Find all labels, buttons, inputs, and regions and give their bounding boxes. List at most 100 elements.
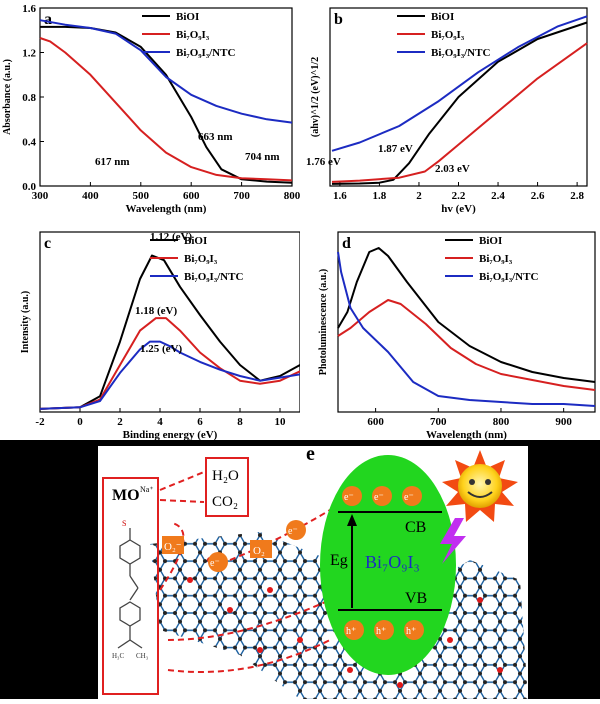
series-line-2: [331, 42, 588, 183]
cb-label: CB: [405, 519, 426, 536]
legend-entry: Bi₇O₉I₃/NTC: [184, 271, 243, 283]
x-tick-label: 800: [284, 190, 300, 202]
mo-structure: [117, 528, 143, 649]
x-tick-label: 2.2: [452, 190, 466, 202]
x-axis-label: Wavelength (nm): [426, 429, 507, 440]
y-axis-label: Absorbance (a.u.): [2, 59, 13, 135]
x-tick-label: 400: [82, 190, 99, 202]
series-line-1: [337, 247, 596, 383]
plot-frame: [337, 231, 596, 413]
eg-label: Eg: [330, 552, 348, 569]
series-line-2: [39, 37, 293, 182]
x-tick-label: 2: [416, 190, 422, 202]
product-h2o: H₂O: [212, 468, 239, 484]
series-line-1: [39, 254, 301, 410]
mo-methyl-right: CH₃: [136, 652, 149, 660]
panel-letter-e: e: [306, 443, 315, 465]
mo-methyl-left: H₃C: [112, 652, 124, 660]
chart-a: 300 400 500 600 700 800 0.0 0.4 0.8 1.2 1.6 Wavelen…: [2, 3, 301, 215]
annotation-label: 1.12 (eV): [150, 231, 192, 243]
chart-c: -2 0 2 4 6 8 10 Binding energy (eV) Intensity (a…: [20, 231, 301, 441]
schematic-e: MO Na⁺ S H₃C CH₃ H₂O CO₂: [98, 443, 528, 699]
annotation-label: 1.25 (eV): [140, 343, 182, 355]
mo-box: [102, 477, 159, 695]
x-tick-label: 700: [430, 416, 447, 428]
free-electron-1: [286, 520, 306, 540]
y-axis-label: Photoluminescence (a.u.): [318, 269, 329, 375]
x-tick-label: 2.4: [491, 190, 505, 202]
x-tick-label: 700: [233, 190, 250, 202]
legend-entry: Bi₇O₉I₃: [184, 253, 218, 265]
o2-radical-label: O₂⁻: [164, 541, 182, 553]
x-tick-label: 2: [117, 416, 123, 428]
annotation-label: 1.18 (eV): [135, 305, 177, 317]
free-electron-2-label: e⁻: [210, 558, 220, 569]
annotation-label: 704 nm: [245, 151, 280, 163]
legend-entry: Bi₇O₉I₃: [479, 253, 513, 265]
y-tick-label: 0.8: [22, 92, 36, 104]
x-tick-label: 500: [133, 190, 150, 202]
x-tick-label: 1.6: [333, 190, 347, 202]
series-line-3: [39, 19, 293, 124]
legend-entry: Bi₇O₉I₃/NTC: [431, 47, 490, 59]
panel-letter: c: [44, 235, 51, 252]
x-tick-label: -2: [35, 416, 45, 428]
x-tick-label: 800: [493, 416, 510, 428]
series-line-1: [331, 21, 588, 185]
hole-2: h⁺: [376, 626, 386, 637]
electron-1: e⁻: [344, 492, 354, 503]
x-tick-label: 600: [183, 190, 200, 202]
chart-d: 600 700 800 900 Wavelength (nm) Photoluminesc…: [318, 231, 596, 441]
series-line-3: [337, 251, 596, 407]
o2-box: [250, 540, 272, 558]
x-tick-label: 2.6: [531, 190, 545, 202]
series-line-3: [331, 15, 588, 152]
x-tick-label: 8: [237, 416, 243, 428]
x-axis-label: Wavelength (nm): [126, 203, 207, 215]
y-axis-label: Intensity (a.u.): [20, 291, 31, 354]
free-electron-2: [208, 552, 228, 572]
annotation-label: 2.03 eV: [435, 163, 470, 175]
x-axis-label: hv (eV): [441, 203, 476, 215]
vb-holes: [344, 620, 424, 640]
annotation-label: 663 nm: [198, 131, 233, 143]
mo-sulfonate: S: [122, 519, 126, 528]
panel-letter: b: [334, 11, 343, 28]
catalyst-label: Bi₇O₉I₃: [365, 552, 420, 572]
sun-icon: [442, 450, 518, 522]
x-tick-label: 2.8: [570, 190, 584, 202]
free-electron-1-label: e⁻: [288, 526, 298, 537]
panel-letter: d: [342, 235, 351, 252]
chart-b: 1.6 1.8 2 2.2 2.4 2.6 2.8 hv (eV) (ahv)^1/2 (eV)…: [306, 7, 588, 215]
panel-letter: a: [44, 11, 52, 28]
electron-3: e⁻: [404, 492, 414, 503]
annotation-label: 617 nm: [95, 156, 130, 168]
panel-d: 600 700 800 900 Wavelength (nm) Photoluminesc…: [300, 222, 600, 441]
y-tick-label: 1.6: [22, 3, 36, 15]
x-tick-label: 900: [555, 416, 572, 428]
panel-e: MO Na⁺ S H₃C CH₃ H₂O CO₂: [0, 440, 600, 699]
legend-entry: Bi₇O₉I₃: [431, 29, 465, 41]
annotation-label: 1.76 eV: [306, 156, 341, 168]
x-axis-label: Binding energy (eV): [123, 429, 218, 440]
x-tick-label: 0: [77, 416, 83, 428]
products-box: [205, 457, 249, 517]
eg-arrowhead: [347, 514, 357, 526]
cb-electrons: [342, 486, 422, 506]
hole-1: h⁺: [346, 626, 356, 637]
legend-entry: BiOI: [184, 235, 207, 247]
panel-b: 1.6 1.8 2 2.2 2.4 2.6 2.8 hv (eV) (ahv)^1/2 (eV)…: [300, 0, 600, 215]
mo-label: MO: [112, 487, 140, 504]
y-axis-label: (ahv)^1/2 (eV)^1/2: [310, 57, 321, 137]
electron-2: e⁻: [374, 492, 384, 503]
y-tick-label: 0.0: [22, 181, 36, 193]
x-tick-label: 600: [367, 416, 384, 428]
x-tick-label: 6: [197, 416, 203, 428]
legend-entry: Bi₇O₉I₃/NTC: [176, 47, 235, 59]
x-tick-label: 300: [32, 190, 49, 202]
legend-entry: Bi₇O₉I₃: [176, 29, 210, 41]
o2-label: O₂: [253, 545, 265, 557]
legend-entry: BiOI: [479, 235, 502, 247]
x-tick-label: 1.8: [373, 190, 387, 202]
y-tick-label: 0.4: [22, 137, 36, 149]
